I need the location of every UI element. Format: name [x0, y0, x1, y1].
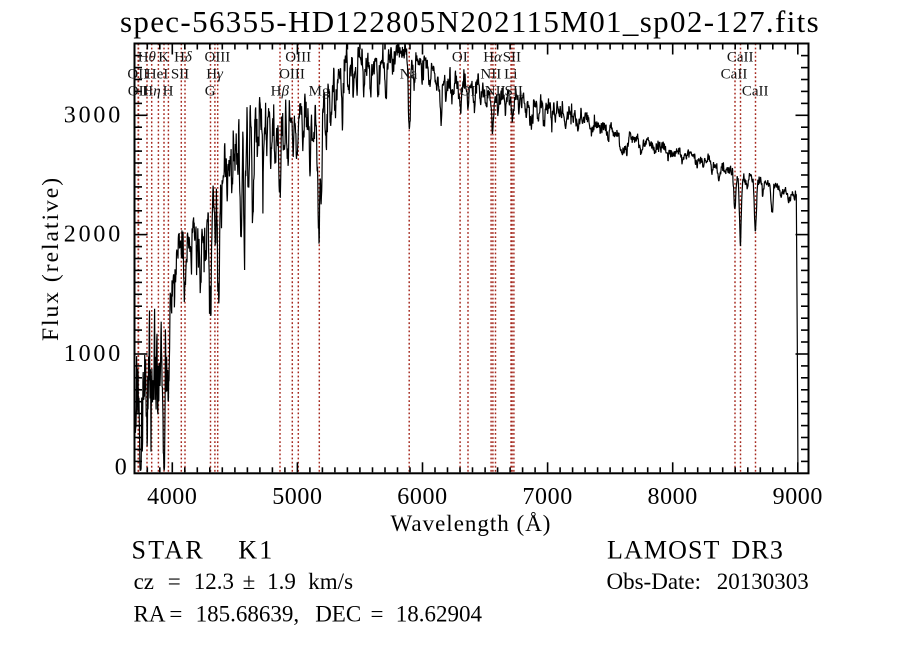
- svg-text:CaII: CaII: [742, 84, 769, 100]
- svg-text:H: H: [163, 84, 174, 100]
- svg-text:Hα: Hα: [483, 50, 503, 66]
- svg-text:OII: OII: [128, 84, 149, 100]
- svg-text:8000: 8000: [647, 484, 697, 510]
- svg-text:OII: OII: [127, 67, 148, 83]
- svg-text:=: =: [168, 569, 181, 594]
- svg-text:Hδ: Hδ: [174, 50, 193, 66]
- svg-text:STAR: STAR: [132, 536, 206, 565]
- svg-text:0: 0: [115, 454, 130, 480]
- svg-text:Hη: Hη: [142, 84, 160, 100]
- svg-text:7000: 7000: [522, 484, 572, 510]
- svg-text:Li: Li: [504, 67, 517, 83]
- svg-text:K1: K1: [238, 536, 274, 565]
- svg-text:NII: NII: [485, 84, 506, 100]
- svg-text:CaII: CaII: [727, 50, 754, 66]
- svg-text:CaII: CaII: [721, 67, 748, 83]
- svg-text:1.9: 1.9: [267, 569, 296, 594]
- svg-text:SII: SII: [505, 84, 523, 100]
- svg-text:RA: RA: [134, 602, 166, 627]
- svg-text:HeI: HeI: [146, 67, 169, 83]
- svg-text:Wavelength (Å): Wavelength (Å): [391, 511, 552, 536]
- svg-text:Flux (relative): Flux (relative): [38, 176, 64, 341]
- svg-text:185.68639,: 185.68639,: [196, 602, 300, 627]
- svg-text:20130303: 20130303: [717, 569, 809, 594]
- svg-text:9000: 9000: [773, 484, 823, 510]
- svg-text:LAMOST: LAMOST: [607, 536, 721, 565]
- svg-text:OIII: OIII: [285, 50, 311, 66]
- svg-text:3000: 3000: [64, 102, 123, 128]
- svg-text:Na: Na: [400, 67, 418, 83]
- svg-text:2000: 2000: [64, 222, 123, 248]
- svg-text:SII: SII: [171, 67, 189, 83]
- svg-text:OIII: OIII: [204, 50, 230, 66]
- svg-text:K: K: [158, 50, 169, 66]
- svg-text:6000: 6000: [397, 484, 447, 510]
- svg-text:Hβ: Hβ: [271, 84, 290, 100]
- svg-text:Hγ: Hγ: [206, 67, 224, 83]
- svg-text:12.3: 12.3: [194, 569, 234, 594]
- svg-text:±: ±: [243, 569, 256, 594]
- svg-text:OIII: OIII: [279, 67, 305, 83]
- svg-text:Obs-Date:: Obs-Date:: [607, 569, 702, 594]
- svg-text:4000: 4000: [147, 484, 197, 510]
- svg-text:NII: NII: [480, 67, 501, 83]
- svg-text:SII: SII: [503, 50, 521, 66]
- svg-text:1000: 1000: [64, 341, 123, 367]
- svg-text:OI: OI: [460, 84, 476, 100]
- svg-text:DR3: DR3: [732, 536, 784, 565]
- svg-text:5000: 5000: [272, 484, 322, 510]
- svg-text:DEC: DEC: [315, 602, 361, 627]
- svg-text:km/s: km/s: [308, 569, 353, 594]
- svg-text:Mg: Mg: [309, 84, 330, 100]
- svg-text:=: =: [169, 602, 182, 627]
- svg-text:=: =: [371, 602, 384, 627]
- svg-text:spec-56355-HD122805N202115M01_: spec-56355-HD122805N202115M01_sp02-127.f…: [120, 4, 820, 39]
- svg-text:G: G: [205, 84, 216, 100]
- svg-text:Hθ: Hθ: [138, 50, 157, 66]
- svg-text:OI: OI: [452, 50, 468, 66]
- svg-text:cz: cz: [134, 569, 154, 594]
- svg-text:18.62904: 18.62904: [396, 602, 483, 627]
